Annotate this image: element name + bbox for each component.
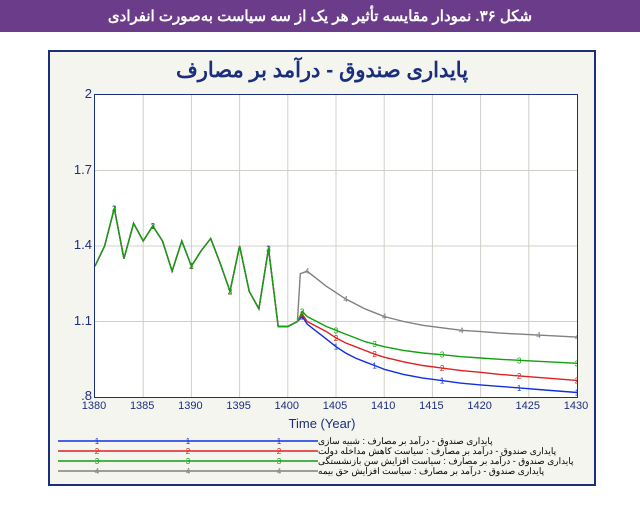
svg-text:4: 4 (575, 333, 577, 342)
y-tick-label: 2 (56, 86, 92, 101)
svg-text:4: 4 (536, 331, 541, 340)
svg-text:3: 3 (266, 245, 271, 254)
svg-text:4: 4 (95, 467, 100, 476)
x-tick-label: 1415 (411, 400, 451, 412)
legend-swatch: 4 4 4 (58, 466, 318, 476)
svg-text:3: 3 (189, 262, 194, 271)
x-tick-label: 1420 (460, 400, 500, 412)
svg-text:3: 3 (112, 204, 117, 213)
svg-text:4: 4 (459, 326, 464, 335)
svg-text:2: 2 (440, 364, 445, 373)
svg-text:3: 3 (575, 359, 577, 368)
figure-caption-bar: شکل ۳۶. نمودار مقایسه تأثیر هر یک از سه … (0, 0, 640, 32)
page: شکل ۳۶. نمودار مقایسه تأثیر هر یک از سه … (0, 0, 640, 517)
svg-text:4: 4 (343, 295, 348, 304)
svg-text:4: 4 (186, 467, 191, 476)
x-tick-label: 1410 (363, 400, 403, 412)
chart-title: پایداری صندوق - درآمد بر مصارف (50, 58, 594, 83)
svg-text:1: 1 (575, 388, 577, 397)
svg-text:4: 4 (305, 267, 310, 276)
plot-area: 111111111112222222222233333333333444444 (94, 94, 578, 398)
svg-text:2: 2 (372, 350, 377, 359)
svg-text:3: 3 (300, 307, 305, 316)
legend-row: پایداری صندوق - درآمد بر مصارف : سیاست ا… (58, 466, 586, 476)
svg-text:3: 3 (228, 287, 233, 296)
svg-text:3: 3 (95, 457, 100, 466)
figure-panel: پایداری صندوق - درآمد بر مصارف 111111111… (48, 50, 596, 486)
figure-caption: شکل ۳۶. نمودار مقایسه تأثیر هر یک از سه … (108, 7, 532, 25)
x-tick-label: 1385 (122, 400, 162, 412)
y-tick-label: 1.7 (56, 162, 92, 177)
x-tick-label: 1390 (170, 400, 210, 412)
svg-text:4: 4 (277, 467, 282, 476)
svg-text:2: 2 (517, 372, 522, 381)
svg-text:2: 2 (277, 447, 282, 456)
x-tick-label: 1400 (267, 400, 307, 412)
svg-text:3: 3 (277, 457, 282, 466)
x-tick-label: 1430 (556, 400, 596, 412)
svg-text:1: 1 (517, 384, 522, 393)
svg-text:2: 2 (186, 447, 191, 456)
svg-text:2: 2 (575, 376, 577, 385)
svg-text:3: 3 (151, 222, 156, 231)
x-tick-label: 1395 (219, 400, 259, 412)
svg-text:1: 1 (440, 377, 445, 386)
y-tick-label: 1.4 (56, 237, 92, 252)
svg-text:3: 3 (334, 326, 339, 335)
legend-row: پایداری صندوق - درآمد بر مصارف : سیاست ک… (58, 446, 586, 456)
svg-text:1: 1 (334, 343, 339, 352)
legend-label: پایداری صندوق - درآمد بر مصارف : سیاست ا… (318, 466, 586, 477)
x-axis-label: Time (Year) (50, 416, 594, 431)
svg-text:1: 1 (372, 362, 377, 371)
legend-row: پایداری صندوق - درآمد بر مصارف : سیاست ا… (58, 456, 586, 466)
svg-text:3: 3 (372, 340, 377, 349)
x-tick-label: 1425 (508, 400, 548, 412)
y-tick-label: 1.1 (56, 313, 92, 328)
legend-swatch: 1 1 1 (58, 436, 318, 446)
svg-text:3: 3 (440, 351, 445, 360)
svg-text:1: 1 (95, 437, 100, 446)
legend-swatch: 2 2 2 (58, 446, 318, 456)
svg-text:1: 1 (186, 437, 191, 446)
legend-row: پایداری صندوق - درآمد بر مصارف : شبیه سا… (58, 436, 586, 446)
svg-text:2: 2 (95, 447, 100, 456)
chart-svg: 111111111112222222222233333333333444444 (95, 95, 577, 397)
x-tick-label: 1380 (74, 400, 114, 412)
svg-text:3: 3 (186, 457, 191, 466)
x-tick-label: 1405 (315, 400, 355, 412)
legend-swatch: 3 3 3 (58, 456, 318, 466)
svg-text:4: 4 (382, 312, 387, 321)
svg-text:3: 3 (517, 356, 522, 365)
svg-text:1: 1 (277, 437, 282, 446)
legend: پایداری صندوق - درآمد بر مصارف : شبیه سا… (58, 436, 586, 478)
